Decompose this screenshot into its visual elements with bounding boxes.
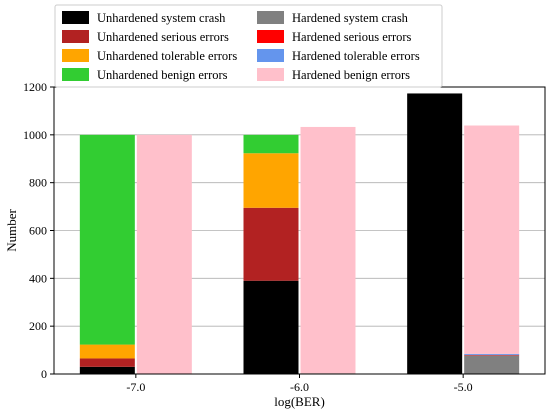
bars [79,93,520,375]
x-tick-label: -5.0 [454,380,473,394]
bar-segment [243,280,299,374]
legend-entry-label: Unhardened serious errors [97,30,229,44]
x-tick-label: -7.0 [126,380,145,394]
y-tick-label: 1000 [23,128,47,142]
y-tick-label: 1200 [23,80,47,94]
legend-entry-label: Unhardened tolerable errors [97,49,237,63]
legend-swatch [62,49,89,62]
legend-swatch [257,68,284,81]
bar-segment [79,134,135,345]
y-tick-label: 800 [29,176,47,190]
legend-swatch [62,30,89,43]
bar-segment [79,344,135,359]
y-axis: 0 200 400 600 800 1000 1200 [23,80,54,381]
bar-segment [243,153,299,208]
legend: Unhardened system crash Unhardened seriou… [54,4,443,88]
bar-segment [79,358,135,367]
y-tick-label: 400 [29,271,47,285]
legend-box [54,4,443,88]
legend-entry-label: Unhardened system crash [97,11,226,25]
legend-swatch [257,30,284,43]
bar-segment [300,126,356,374]
legend-swatch [62,11,89,24]
bar-segment [243,134,299,154]
x-tick-label: -6.0 [290,380,309,394]
legend-entry-label: Hardened benign errors [292,68,410,82]
bar-segment [464,353,520,355]
legend-entry-label: Hardened serious errors [292,30,412,44]
x-axis-label: log(BER) [274,394,325,409]
x-axis: -7.0 -6.0 -5.0 [126,374,473,394]
y-tick-label: 0 [41,367,47,381]
y-axis-label: Number [4,209,19,252]
bar-segment [136,134,192,374]
legend-swatch [257,11,284,24]
legend-entry-label: Hardened system crash [292,11,409,25]
y-tick-label: 600 [29,224,47,238]
bar-segment [464,125,520,354]
legend-swatch [62,68,89,81]
bar-segment [79,366,135,374]
legend-entry-label: Hardened tolerable errors [292,49,420,63]
bar-segment [407,93,463,375]
bar-segment [464,355,520,374]
legend-swatch [257,49,284,62]
legend-entry-label: Unhardened benign errors [97,68,228,82]
bar-segment [243,207,299,281]
y-tick-label: 200 [29,319,47,333]
